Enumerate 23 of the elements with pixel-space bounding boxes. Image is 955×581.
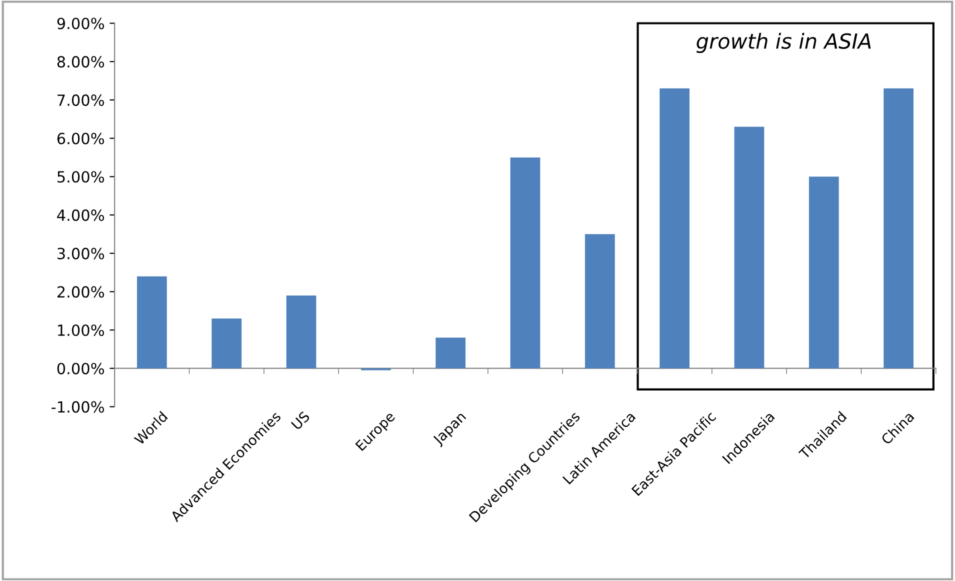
y-tick-label: 4.00% — [57, 209, 104, 221]
annotation: growth is in ASIA — [696, 32, 871, 53]
y-tick-label: 6.00% — [57, 132, 104, 144]
bar — [584, 234, 615, 368]
bar — [808, 176, 839, 368]
bar — [884, 88, 914, 368]
bar — [286, 295, 316, 368]
y-tick-label: 3.00% — [58, 248, 104, 260]
bar — [734, 126, 764, 368]
y-tick-label: 0.00% — [57, 362, 104, 374]
y-tick-label: 2.00% — [57, 286, 104, 298]
y-tick-label: 9.00% — [57, 18, 104, 30]
bar — [436, 338, 466, 368]
y-tick-label: 1.00% — [58, 324, 104, 336]
y-tick-label: 8.00% — [57, 56, 104, 68]
bar — [510, 157, 540, 368]
bar — [660, 88, 690, 368]
y-tick-label: 5.00% — [58, 171, 104, 183]
y-tick-label: 7.00% — [58, 94, 104, 106]
x-tick-label: US — [290, 410, 310, 430]
bar — [137, 276, 167, 368]
bar — [212, 318, 242, 368]
y-tick-label: -1.00% — [52, 401, 104, 413]
